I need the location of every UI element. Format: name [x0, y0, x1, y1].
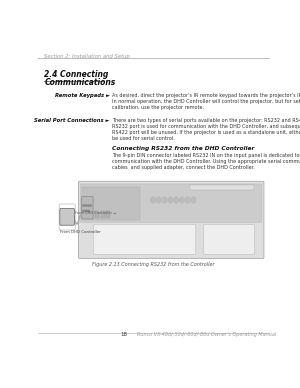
Circle shape	[87, 205, 88, 206]
Circle shape	[90, 205, 91, 206]
Text: Section 2: Installation and Setup: Section 2: Installation and Setup	[44, 54, 130, 59]
Circle shape	[88, 205, 89, 206]
Bar	[95, 211, 99, 218]
Text: The 9-pin DIN connector labeled RS232 IN on the input panel is dedicated to seri: The 9-pin DIN connector labeled RS232 IN…	[112, 153, 300, 158]
Text: There are two types of serial ports available on the projector: RS232 and RS422.: There are two types of serial ports avai…	[112, 118, 300, 123]
Circle shape	[85, 205, 86, 206]
Text: 18: 18	[120, 332, 127, 337]
Text: Runco VX-40d/-50d/-60d/-80d Owner’s Operating Manual: Runco VX-40d/-50d/-60d/-80d Owner’s Oper…	[137, 332, 277, 337]
Text: be used for serial control.: be used for serial control.	[112, 135, 175, 140]
Text: Connecting RS232 from the DHD Controller: Connecting RS232 from the DHD Controller	[112, 146, 254, 151]
Bar	[101, 211, 105, 218]
Text: From DHD Controller →: From DHD Controller →	[75, 211, 116, 215]
Text: Remote Keypads ►: Remote Keypads ►	[55, 93, 110, 98]
Text: From DHD Controller: From DHD Controller	[60, 230, 100, 234]
Bar	[190, 185, 254, 190]
Text: Communications: Communications	[44, 78, 116, 87]
FancyBboxPatch shape	[78, 181, 264, 258]
Text: Serial Port Connections ►: Serial Port Connections ►	[34, 118, 110, 123]
Text: RS232 port is used for communication with the DHD Controller, and subsequently t: RS232 port is used for communication wit…	[112, 124, 300, 129]
Circle shape	[151, 197, 155, 203]
Text: RS422 port will be unused. If the projector is used as a standalone unit, either: RS422 port will be unused. If the projec…	[112, 130, 300, 135]
Text: In normal operation, the DHD Controller will control the projector, but for setu: In normal operation, the DHD Controller …	[112, 99, 300, 104]
Text: calibration, use the projector remote.: calibration, use the projector remote.	[112, 105, 204, 110]
Circle shape	[156, 197, 161, 203]
Circle shape	[180, 197, 184, 203]
Circle shape	[174, 197, 178, 203]
FancyBboxPatch shape	[204, 224, 254, 255]
Circle shape	[185, 197, 190, 203]
FancyBboxPatch shape	[93, 224, 196, 255]
Circle shape	[85, 210, 86, 211]
Text: Figure 2.13 Connecting RS232 from the Controller: Figure 2.13 Connecting RS232 from the Co…	[92, 262, 215, 267]
Bar	[106, 211, 110, 218]
Circle shape	[87, 210, 88, 211]
FancyBboxPatch shape	[60, 208, 74, 225]
Circle shape	[162, 197, 167, 203]
Circle shape	[168, 197, 172, 203]
FancyBboxPatch shape	[82, 196, 93, 219]
Text: 2.4 Connecting: 2.4 Connecting	[44, 71, 109, 80]
Text: As desired, direct the projector’s IR remote keypad towards the projector’s IR s: As desired, direct the projector’s IR re…	[112, 93, 300, 98]
Text: cables  and supplied adapter, connect the DHD Controller.: cables and supplied adapter, connect the…	[112, 165, 255, 170]
Circle shape	[83, 210, 84, 211]
Circle shape	[191, 197, 196, 203]
Bar	[82, 187, 140, 220]
FancyBboxPatch shape	[80, 184, 262, 222]
Circle shape	[88, 210, 89, 211]
Text: communication with the DHD Controller. Using the appropriate serial communicatio: communication with the DHD Controller. U…	[112, 159, 300, 164]
Circle shape	[83, 205, 84, 206]
